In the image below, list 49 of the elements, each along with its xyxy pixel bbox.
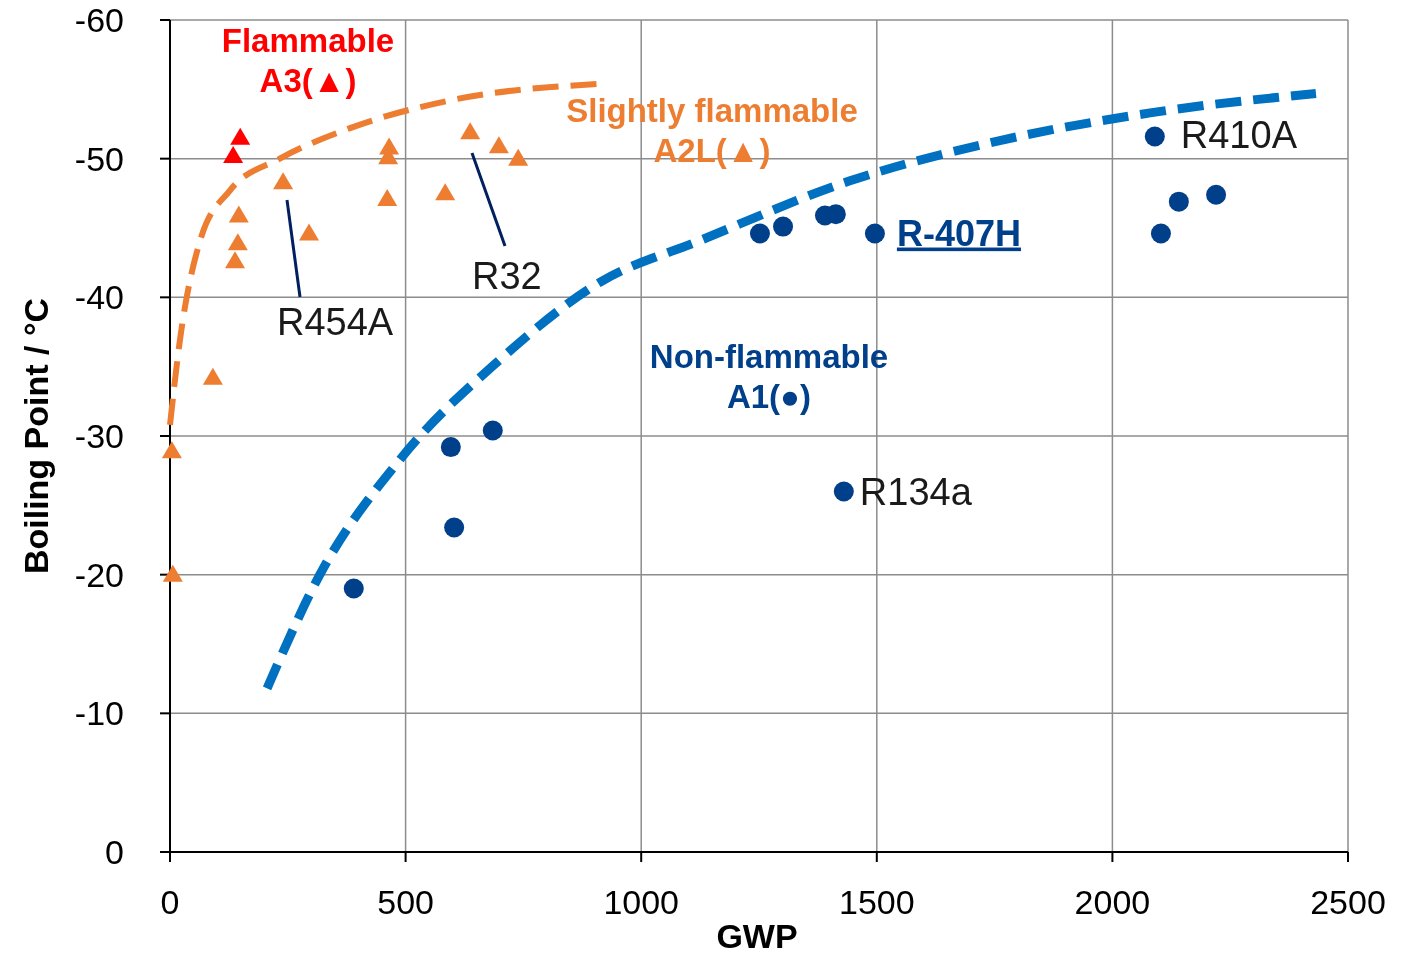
point	[202, 367, 223, 385]
point	[228, 205, 249, 223]
text: Non-flammable A1(●)	[649, 338, 889, 415]
y-tick-label: -30	[74, 417, 124, 455]
y-tick-label: -60	[74, 1, 124, 39]
x-tick-label: 1500	[838, 883, 915, 921]
x-tick-label: 2000	[1074, 883, 1151, 921]
annotation: R454A	[277, 301, 394, 343]
point	[460, 122, 481, 140]
x-tick-label: 500	[377, 883, 434, 921]
point	[864, 223, 885, 244]
point	[440, 437, 461, 458]
x-tick-label: 2500	[1310, 883, 1386, 921]
point	[1168, 191, 1189, 212]
y-tick-label: -50	[74, 139, 124, 178]
annotation: R-407H	[896, 212, 1021, 254]
y-tick-label: -10	[74, 694, 124, 733]
point	[749, 223, 770, 244]
point	[223, 145, 244, 163]
point	[299, 223, 319, 241]
point	[1206, 184, 1227, 205]
x-axis-title: GWP	[716, 917, 798, 955]
point	[488, 136, 509, 154]
x-tick-label: 1000	[603, 883, 680, 921]
annotation: R32	[472, 255, 542, 297]
x-tick-label: 0	[160, 883, 180, 921]
point	[444, 517, 465, 538]
y-tick-label: -20	[74, 555, 124, 594]
y-axis-title: Boiling Point / °C	[17, 297, 55, 575]
point	[508, 148, 529, 166]
point	[273, 172, 294, 190]
point	[377, 188, 398, 206]
point	[435, 183, 456, 201]
point	[343, 578, 364, 599]
y-tick-label: -40	[74, 278, 124, 317]
point	[225, 251, 246, 269]
point	[833, 481, 854, 502]
point	[1150, 223, 1171, 244]
point	[1144, 126, 1165, 147]
y-tick-label: 0	[105, 833, 124, 871]
series-label: Flammable A3(▲)	[221, 22, 395, 99]
point	[482, 420, 503, 441]
point	[227, 233, 248, 251]
point	[162, 564, 183, 582]
point	[161, 441, 182, 459]
annotation: R410A	[1180, 114, 1298, 157]
point	[230, 127, 251, 145]
annotation: R134a	[859, 471, 973, 514]
point	[773, 216, 794, 237]
